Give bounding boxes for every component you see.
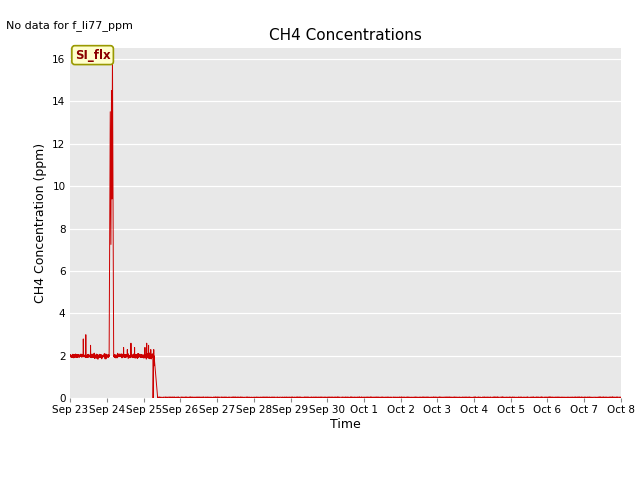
Title: CH4 Concentrations: CH4 Concentrations (269, 28, 422, 43)
LGR FMA (425, 395, 433, 400)
X-axis label: Time: Time (330, 418, 361, 431)
Legend: LGR FMA: LGR FMA (295, 474, 396, 480)
LGR FMA (109, 54, 116, 60)
LGR FMA (477, 395, 485, 400)
LGR FMA (617, 395, 625, 400)
LGR FMA (519, 395, 527, 400)
Y-axis label: CH4 Concentration (ppm): CH4 Concentration (ppm) (34, 143, 47, 303)
Text: SI_flx: SI_flx (75, 48, 111, 61)
Line: LGR FMA: LGR FMA (70, 57, 621, 398)
LGR FMA (397, 395, 404, 400)
LGR FMA (149, 396, 157, 401)
LGR FMA (67, 352, 74, 358)
LGR FMA (167, 395, 175, 400)
Text: No data for f_li77_ppm: No data for f_li77_ppm (6, 20, 133, 31)
LGR FMA (277, 395, 285, 400)
